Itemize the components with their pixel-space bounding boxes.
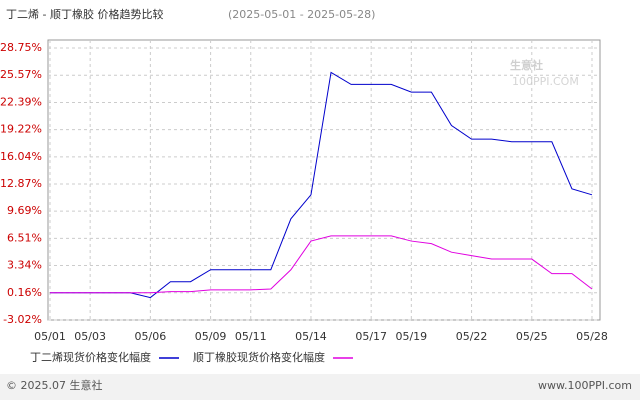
x-tick-label: 05/17 (355, 330, 387, 343)
x-tick-label: 05/06 (135, 330, 167, 343)
y-tick-label: 22.39% (0, 95, 42, 108)
y-tick-label: 16.04% (0, 150, 42, 163)
y-tick-label: 0.16% (7, 286, 42, 299)
legend-label: 丁二烯现货价格变化幅度 (30, 350, 151, 364)
footer-left: © 2025.07 生意社 (6, 378, 102, 392)
y-tick-label: 25.57% (0, 68, 42, 81)
x-tick-label: 05/19 (395, 330, 427, 343)
watermark: 生意社 (510, 58, 543, 72)
y-tick-label: 6.51% (7, 231, 42, 244)
y-tick-label: -3.02% (3, 313, 42, 326)
x-tick-label: 05/22 (456, 330, 488, 343)
chart-subtitle: (2025-05-01 - 2025-05-28) (228, 8, 375, 21)
y-tick-label: 9.69% (7, 204, 42, 217)
y-tick-label: 3.34% (7, 259, 42, 272)
footer-right: www.100PPI.com (538, 379, 632, 392)
x-tick-label: 05/09 (195, 330, 227, 343)
x-tick-label: 05/14 (295, 330, 327, 343)
legend-label: 顺丁橡胶现货价格变化幅度 (193, 350, 325, 364)
x-tick-label: 05/28 (576, 330, 608, 343)
y-tick-label: 28.75% (0, 41, 42, 54)
series-line (50, 71, 593, 299)
footer-bar (0, 374, 640, 400)
watermark-sub: 100PPI.COM (512, 75, 579, 88)
chart-title: 丁二烯 - 顺丁橡胶 价格趋势比较 (6, 7, 163, 21)
series-line (50, 235, 593, 294)
y-tick-label: 19.22% (0, 123, 42, 136)
x-tick-label: 05/03 (74, 330, 106, 343)
x-tick-label: 05/25 (516, 330, 548, 343)
y-tick-label: 12.87% (0, 177, 42, 190)
x-tick-label: 05/01 (34, 330, 66, 343)
x-tick-label: 05/11 (235, 330, 267, 343)
